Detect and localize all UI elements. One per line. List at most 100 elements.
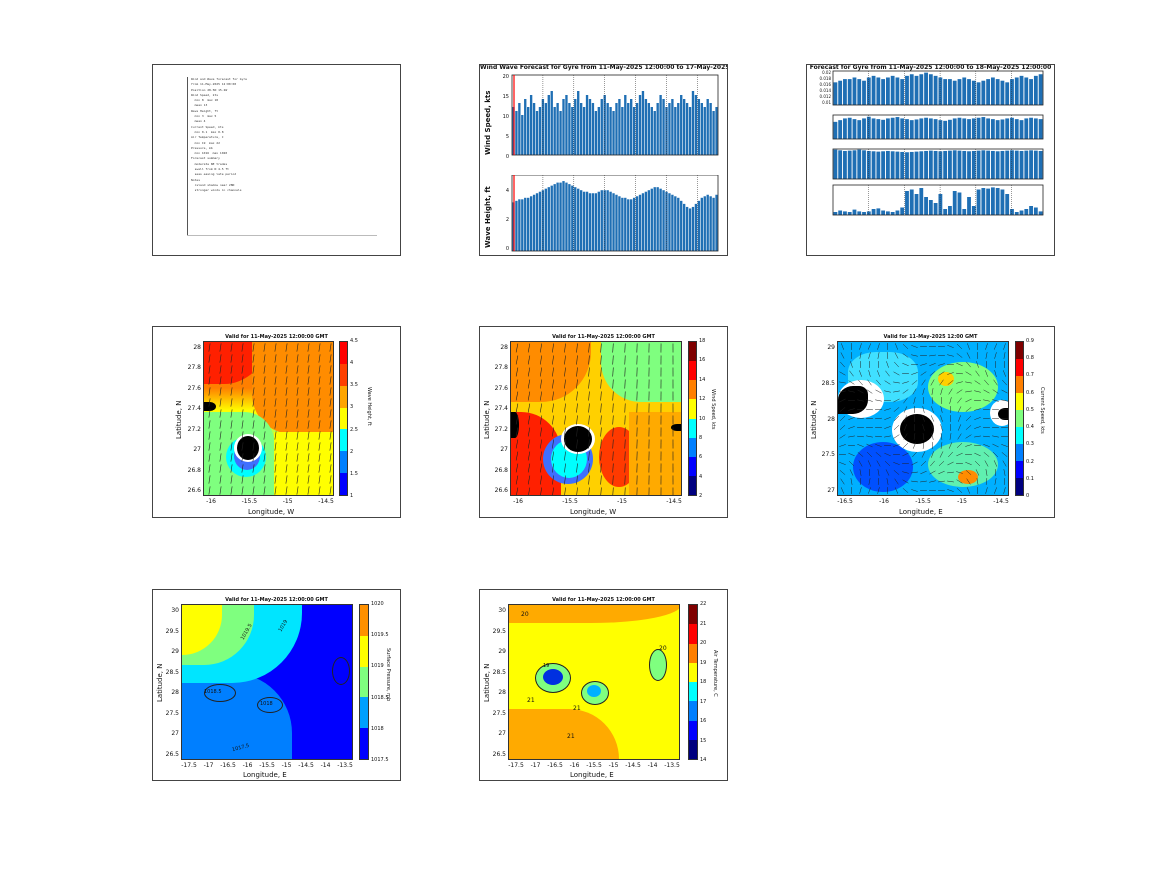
vector-arrow bbox=[552, 463, 554, 473]
bar bbox=[644, 99, 648, 155]
bar bbox=[1024, 150, 1029, 179]
bar bbox=[843, 79, 847, 105]
colorbar-segment bbox=[689, 720, 697, 740]
axes-box bbox=[832, 70, 1044, 106]
vector-arrow bbox=[263, 376, 266, 385]
report-line: Current Speed, kts bbox=[191, 124, 224, 129]
contour-label: 21 bbox=[527, 697, 535, 704]
bar bbox=[585, 191, 589, 251]
vector-arrow bbox=[296, 431, 299, 440]
bar bbox=[857, 120, 862, 139]
bar bbox=[876, 208, 881, 215]
vector-arrow bbox=[867, 343, 872, 350]
chart-title: Wind Wave Forecast for Gyre from 11-May-… bbox=[480, 64, 728, 71]
orange-region bbox=[509, 605, 679, 623]
vector-arrow bbox=[931, 397, 934, 404]
report-line: mean 13 bbox=[191, 103, 208, 108]
vector-arrow bbox=[902, 479, 909, 484]
vector-arrow bbox=[857, 399, 864, 402]
vector-arrow bbox=[877, 469, 880, 476]
y-tick: 27.6 bbox=[187, 384, 201, 392]
vector-arrow bbox=[329, 486, 332, 495]
bar bbox=[674, 107, 677, 155]
y-tick: 26.6 bbox=[494, 487, 508, 494]
vector-arrow bbox=[307, 354, 310, 363]
bar bbox=[933, 150, 938, 179]
bar bbox=[909, 189, 914, 215]
vector-arrow bbox=[875, 452, 882, 457]
bar bbox=[1038, 211, 1043, 215]
vector-arrow bbox=[624, 379, 626, 389]
bar bbox=[656, 103, 659, 155]
vector-arrow bbox=[588, 403, 590, 413]
vector-arrow bbox=[576, 487, 578, 495]
colorbar-tick: 1019 bbox=[371, 663, 384, 670]
vector-arrow bbox=[866, 399, 873, 402]
vector-arrow bbox=[252, 486, 255, 495]
y-tick: 27 bbox=[500, 446, 508, 454]
vector-arrow bbox=[274, 486, 277, 495]
bar bbox=[938, 194, 943, 215]
colorbar-segment bbox=[1016, 375, 1023, 393]
vector-arrow bbox=[329, 398, 332, 407]
report-line: Air Temperature, C bbox=[191, 135, 224, 140]
bar bbox=[635, 103, 639, 155]
vector-arrow bbox=[983, 399, 990, 402]
vector-arrow bbox=[588, 439, 590, 449]
bar bbox=[933, 203, 938, 215]
colorbar-segment bbox=[1016, 426, 1023, 444]
bar bbox=[544, 188, 548, 251]
vector-arrow bbox=[576, 355, 578, 365]
vector-arrow bbox=[285, 376, 288, 385]
vector-arrow bbox=[624, 439, 626, 449]
vector-arrow bbox=[974, 426, 981, 429]
vector-arrow bbox=[930, 379, 935, 386]
vector-arrow bbox=[985, 370, 988, 377]
vector-arrow bbox=[884, 452, 891, 457]
vector-arrow bbox=[848, 444, 855, 447]
vector-arrow bbox=[329, 453, 332, 462]
vector-arrow bbox=[552, 475, 554, 485]
bar bbox=[535, 111, 539, 155]
vector-arrow bbox=[903, 397, 908, 404]
vector-arrow bbox=[920, 345, 927, 348]
contour-label: 20 bbox=[521, 611, 529, 618]
bar bbox=[857, 79, 862, 105]
vector-arrow bbox=[539, 475, 543, 485]
vector-arrow bbox=[552, 403, 554, 413]
vector-arrow bbox=[859, 487, 862, 494]
vector-arrow bbox=[241, 387, 244, 396]
vector-arrow bbox=[285, 453, 288, 462]
bar bbox=[995, 79, 1000, 105]
vector-arrow bbox=[600, 391, 602, 401]
vector-arrow bbox=[893, 371, 900, 376]
bar bbox=[933, 119, 938, 139]
report-line: min 0.1 max 0.8 bbox=[191, 129, 224, 134]
vector-arrow bbox=[307, 464, 310, 473]
vector-arrow bbox=[885, 469, 890, 476]
bar bbox=[852, 119, 857, 139]
vector-arrow bbox=[318, 420, 321, 429]
vector-arrow bbox=[902, 353, 909, 358]
report-line: Wind and Wave forecast for Gyre bbox=[191, 77, 247, 81]
vector-arrow bbox=[564, 379, 566, 389]
vector-arrow bbox=[241, 442, 244, 451]
bar bbox=[1000, 80, 1005, 105]
bar bbox=[1038, 119, 1043, 139]
vector-arrow bbox=[307, 398, 310, 407]
vector-arrow bbox=[902, 471, 909, 474]
vector-arrow bbox=[902, 343, 909, 350]
vector-arrow bbox=[274, 343, 277, 352]
vector-arrow bbox=[857, 452, 864, 457]
vector-arrow bbox=[588, 451, 590, 461]
vector-arrow bbox=[318, 354, 321, 363]
bar bbox=[568, 184, 571, 251]
vector-arrow bbox=[929, 480, 936, 483]
vector-arrow bbox=[884, 380, 891, 385]
vector-arrow bbox=[893, 434, 900, 439]
vector-arrow bbox=[858, 379, 863, 386]
vector-arrow bbox=[576, 391, 578, 401]
colorbar-tick: 22 bbox=[700, 601, 707, 607]
vector-arrow bbox=[624, 463, 626, 473]
bar-series bbox=[833, 187, 1043, 215]
